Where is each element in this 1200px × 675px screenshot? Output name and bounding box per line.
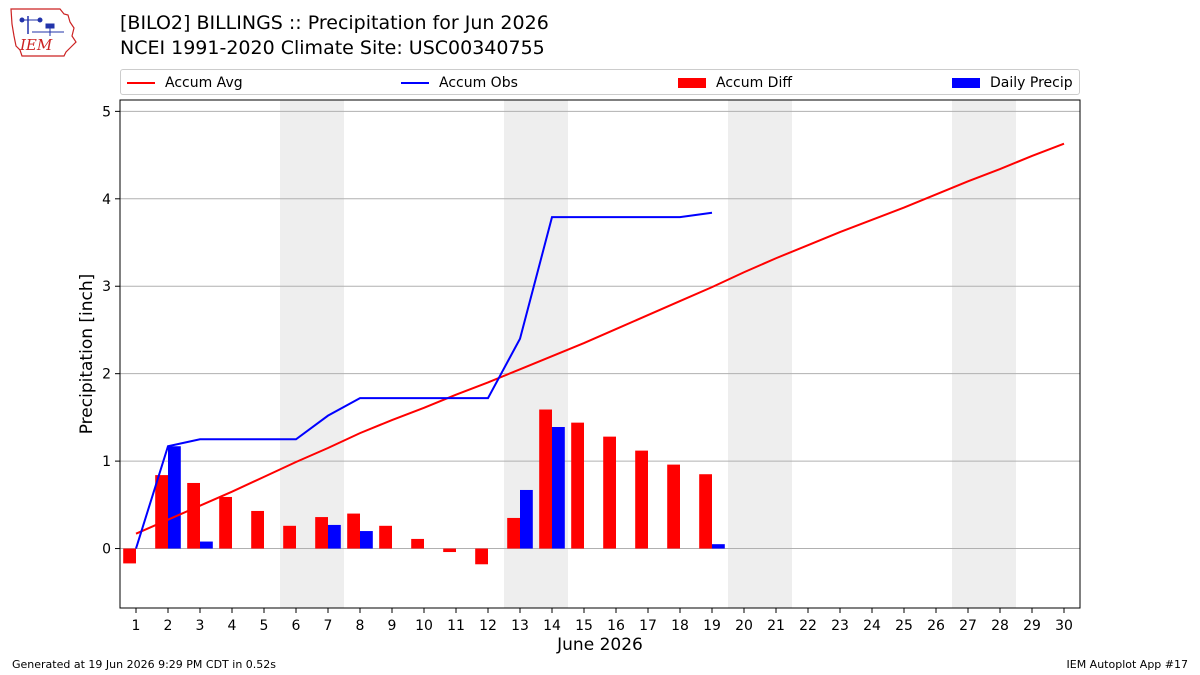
chart-subtitle: NCEI 1991-2020 Climate Site: USC00340755 (120, 37, 545, 59)
y-tick-label: 0 (102, 542, 111, 558)
chart-title: [BILO2] BILLINGS :: Precipitation for Ju… (120, 12, 549, 34)
daily-precip-bar (200, 541, 213, 549)
legend-item-accum-obs: Accum Obs (401, 74, 518, 92)
x-tick-label: 11 (447, 618, 465, 634)
x-tick-label: 9 (388, 618, 397, 634)
x-tick-label: 12 (479, 618, 497, 634)
legend-label: Daily Precip (990, 75, 1073, 91)
legend: Accum Avg Accum Obs Accum Diff Daily Pre… (120, 69, 1080, 95)
legend-swatch (952, 78, 980, 88)
weekend-band (952, 100, 1016, 608)
daily-precip-bar (168, 446, 181, 549)
accum-diff-bar (347, 513, 360, 549)
accum-diff-bar (603, 436, 616, 549)
accum-diff-bar (123, 548, 136, 564)
x-tick-label: 10 (415, 618, 433, 634)
accum-diff-bar (699, 474, 712, 549)
x-tick-label: 2 (164, 618, 173, 634)
accum-diff-bar (283, 525, 296, 549)
x-tick-label: 13 (511, 618, 529, 634)
legend-label: Accum Avg (165, 75, 243, 91)
accum-diff-bar (507, 517, 520, 549)
x-tick-label: 16 (607, 618, 625, 634)
accum-diff-bar (219, 496, 232, 549)
y-tick-label: 4 (102, 192, 111, 208)
x-tick-label: 20 (735, 618, 753, 634)
x-tick-label: 26 (927, 618, 945, 634)
accum-diff-bar (571, 422, 584, 549)
x-tick-label: 6 (292, 618, 301, 634)
y-tick-label: 3 (102, 279, 111, 295)
y-tick-label: 1 (102, 454, 111, 470)
x-tick-label: 4 (228, 618, 237, 634)
accum-diff-bar (155, 475, 168, 549)
x-tick-label: 7 (324, 618, 333, 634)
accum-diff-bar (667, 464, 680, 549)
x-tick-label: 18 (671, 618, 689, 634)
x-tick-label: 15 (575, 618, 593, 634)
legend-item-accum-avg: Accum Avg (127, 74, 243, 92)
x-tick-label: 5 (260, 618, 269, 634)
y-axis-label: Precipitation [inch] (77, 274, 97, 435)
legend-label: Accum Obs (439, 75, 518, 91)
accum-diff-bar (379, 525, 392, 549)
daily-precip-bar (552, 427, 565, 549)
y-tick-label: 5 (102, 104, 111, 120)
x-tick-label: 3 (196, 618, 205, 634)
x-tick-label: 29 (1023, 618, 1041, 634)
iem-logo: IEM (10, 8, 77, 57)
accum-obs-line (135, 211, 713, 549)
x-tick-label: 30 (1055, 618, 1073, 634)
x-tick-label: 22 (799, 618, 817, 634)
x-tick-label: 28 (991, 618, 1009, 634)
accum-diff-bar (251, 510, 264, 549)
y-tick-label: 2 (102, 367, 111, 383)
x-tick-label: 14 (543, 618, 561, 634)
x-tick-label: 21 (767, 618, 785, 634)
legend-label: Accum Diff (716, 75, 793, 91)
plot-frame (119, 99, 1081, 609)
x-tick-label: 24 (863, 618, 881, 634)
daily-precip-bar (520, 489, 533, 549)
legend-item-daily-precip: Daily Precip (952, 74, 1073, 92)
legend-swatch (127, 82, 155, 84)
accum-diff-bar (475, 548, 488, 565)
x-axis-label: June 2026 (556, 635, 643, 655)
accum-diff-bar (443, 548, 456, 553)
logo-text: IEM (19, 36, 53, 54)
legend-swatch (678, 78, 706, 88)
legend-item-accum-diff: Accum Diff (678, 74, 792, 92)
weekend-band (504, 100, 568, 608)
accum-diff-bar (539, 409, 552, 549)
daily-precip-bar (712, 544, 725, 549)
weekend-band (728, 100, 792, 608)
daily-precip-bar (328, 524, 341, 549)
x-tick-label: 1 (132, 618, 141, 634)
app-footer: IEM Autoplot App #17 (1066, 658, 1189, 671)
daily-precip-bar (360, 531, 373, 549)
accum-diff-bar (315, 517, 328, 549)
x-tick-label: 25 (895, 618, 913, 634)
legend-swatch (401, 82, 429, 84)
accum-diff-bar (635, 450, 648, 549)
x-tick-label: 27 (959, 618, 977, 634)
accum-diff-bar (411, 538, 424, 549)
generated-footer: Generated at 19 Jun 2026 9:29 PM CDT in … (12, 658, 277, 671)
x-tick-label: 17 (639, 618, 657, 634)
x-tick-label: 8 (356, 618, 365, 634)
x-tick-label: 23 (831, 618, 849, 634)
accum-diff-bar (187, 482, 200, 549)
x-tick-label: 19 (703, 618, 721, 634)
accum-avg-line (135, 142, 1065, 535)
weekend-band (280, 100, 344, 608)
